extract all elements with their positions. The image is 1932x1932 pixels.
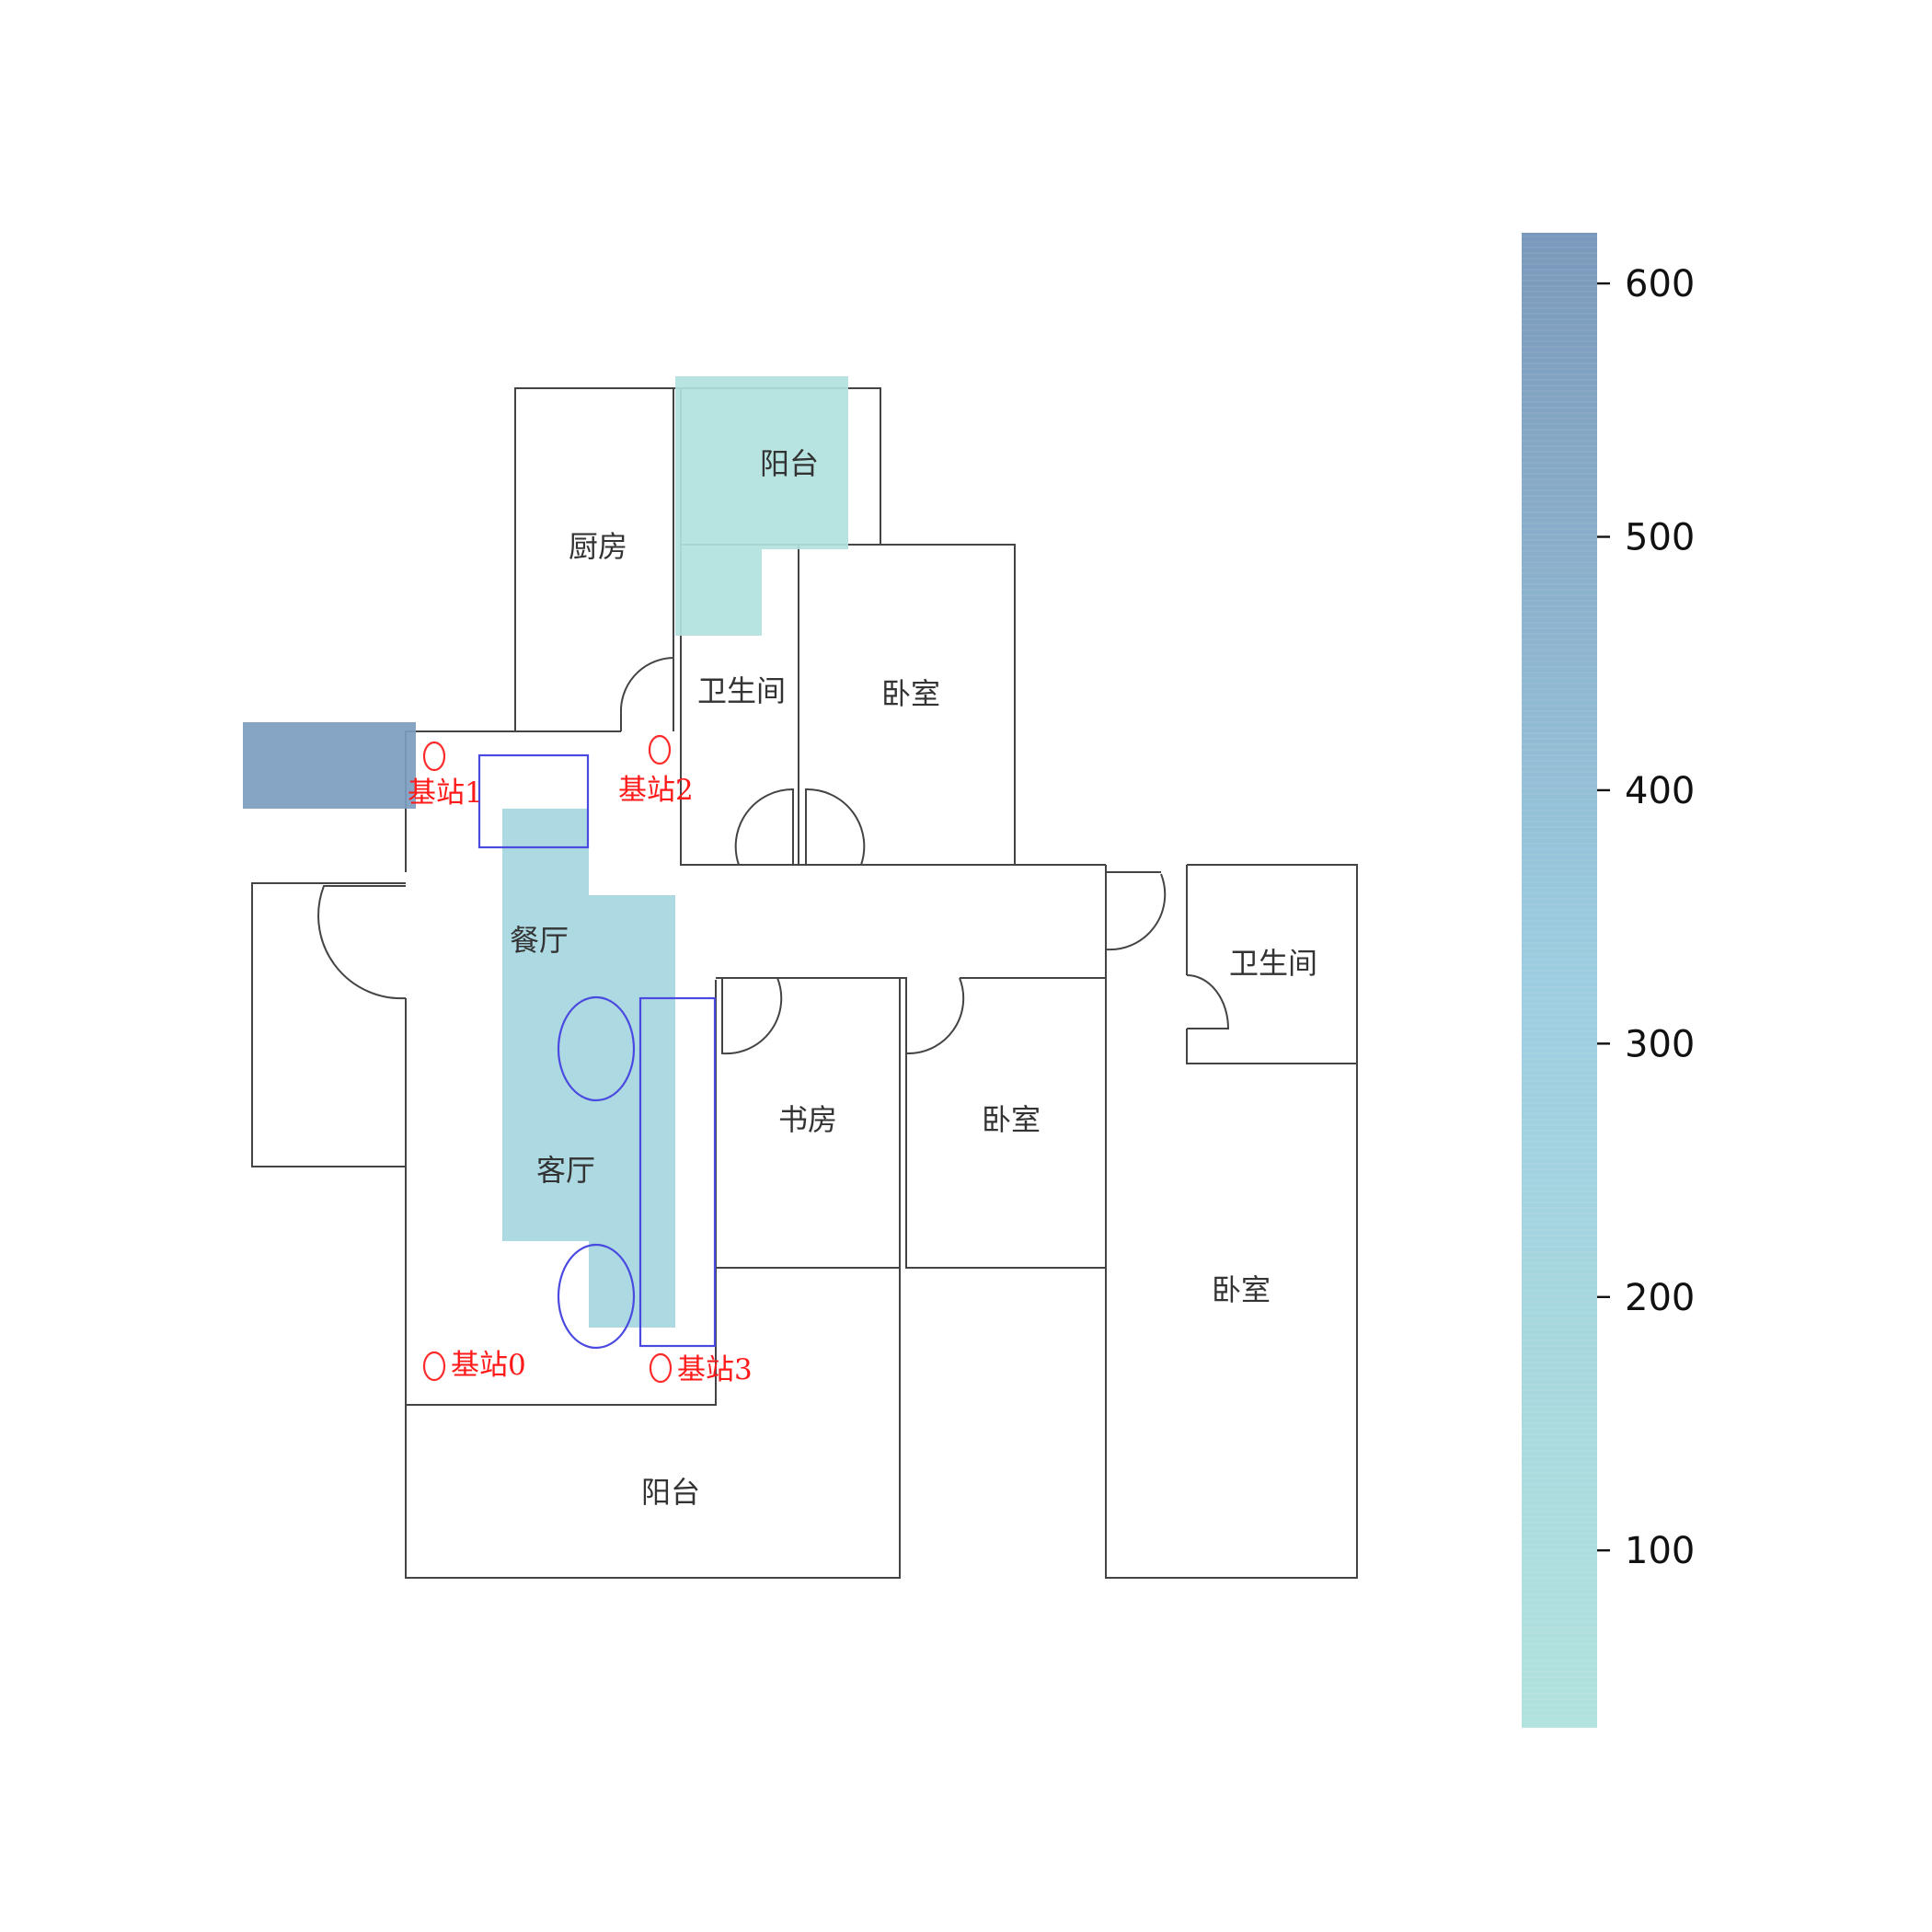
sofa <box>638 996 717 1348</box>
heat-cell-1 <box>329 722 416 809</box>
heat-cell-15 <box>502 1155 589 1241</box>
study-door <box>716 977 783 1055</box>
doors <box>317 656 1230 1055</box>
colorbar-ticks: 100 200 300 400 500 600 <box>1597 263 1695 1572</box>
colorbar: 100 200 300 400 500 600 <box>1522 233 1695 1728</box>
heat-cell-13 <box>589 1068 675 1155</box>
room-label-living: 客厅 <box>536 1153 595 1188</box>
base-stations: 基站0 基站1 基站2 基站3 <box>408 734 753 1386</box>
kitchen-door <box>620 656 675 731</box>
colorbar-tick-label-0: 100 <box>1625 1530 1695 1572</box>
bath-door-left <box>734 788 794 866</box>
room-label-study: 书房 <box>778 1102 837 1137</box>
station-marker-3 <box>649 1352 673 1384</box>
bedroom-mid-wall <box>900 977 1106 1269</box>
round-table-lower <box>557 1243 636 1350</box>
furniture <box>477 753 717 1350</box>
round-table-upper <box>557 995 636 1102</box>
heat-cell-6 <box>675 549 762 636</box>
right-block-wall-2 <box>1105 864 1358 1579</box>
room-label-balcony-top: 阳台 <box>760 446 819 481</box>
room-label-bathroom-right: 卫生间 <box>1229 946 1317 981</box>
colorbar-tick-label-4: 500 <box>1625 517 1695 559</box>
heat-cell-9 <box>589 895 675 982</box>
heat-cell-4 <box>675 463 762 549</box>
room-label-bedroom-upper: 卧室 <box>881 676 940 711</box>
room-label-bedroom-mid: 卧室 <box>982 1102 1041 1137</box>
colorbar-gradient-bar <box>1522 233 1597 1728</box>
heat-cell-10 <box>502 982 589 1068</box>
room-label-bedroom-right: 卧室 <box>1212 1272 1271 1307</box>
room-label-dining: 餐厅 <box>510 923 569 958</box>
heat-cell-14 <box>589 1155 675 1241</box>
station-label-3: 基站3 <box>677 1353 753 1386</box>
station-label-1: 基站1 <box>408 776 483 810</box>
bedroom-mid-door <box>905 977 965 1055</box>
floor-plan <box>251 387 1358 1579</box>
entry-door <box>317 885 407 1000</box>
right-block-door <box>1105 873 1167 951</box>
station-label-2: 基站2 <box>618 774 694 807</box>
station-marker-1 <box>422 741 446 772</box>
heat-cell-8 <box>502 895 589 982</box>
colorbar-tick-label-1: 200 <box>1625 1277 1695 1319</box>
bathroom-right-door <box>1186 974 1230 1029</box>
station-label-0: 基站0 <box>451 1349 526 1382</box>
bathroom-right-wall-2 <box>1186 1029 1357 1064</box>
room-label-balcony-bottom: 阳台 <box>641 1475 700 1510</box>
colorbar-stripes <box>1522 236 1597 1728</box>
room-labels: 厨房 阳台 卫生间 卧室 餐厅 客厅 书房 卧室 卫生间 卧室 阳台 <box>510 446 1317 1510</box>
heat-cell-0 <box>243 722 329 809</box>
balcony-bottom-wall <box>405 1268 901 1579</box>
colorbar-tick-label-5: 600 <box>1625 263 1695 305</box>
heat-cell-3 <box>762 376 848 463</box>
heatmap-layer <box>243 376 848 1328</box>
entry-wall <box>251 882 406 1167</box>
heat-cell-12 <box>502 1068 589 1155</box>
colorbar-tick-label-3: 400 <box>1625 770 1695 812</box>
colorbar-tick-label-2: 300 <box>1625 1023 1695 1065</box>
room-label-bathroom-upper: 卫生间 <box>697 673 786 708</box>
station-marker-2 <box>648 734 672 765</box>
bath-door-right <box>805 788 866 866</box>
station-marker-0 <box>422 1351 446 1382</box>
room-label-kitchen: 厨房 <box>569 529 627 564</box>
heat-cell-7 <box>502 809 589 895</box>
heat-cell-2 <box>675 376 762 463</box>
heat-cell-5 <box>762 463 848 549</box>
dining-table <box>477 753 590 849</box>
heat-cell-11 <box>589 982 675 1068</box>
